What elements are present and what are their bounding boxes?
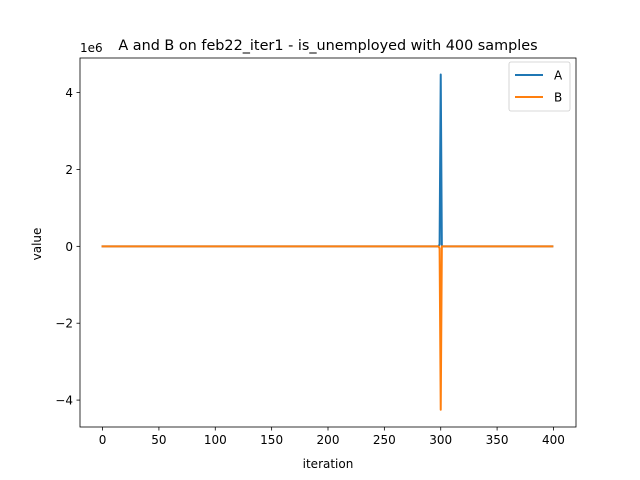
legend: A B [508,61,571,112]
x-axis: 0 50 100 150 200 250 300 350 400 [99,427,565,447]
y-tick-label: −4 [55,394,73,408]
series-line-b [101,245,554,411]
y-offset-label: 1e6 [80,41,103,55]
y-tick-label: 0 [65,240,73,254]
y-axis-label: value [30,228,44,261]
x-tick-label: 250 [373,433,396,447]
legend-label-a: A [554,69,563,83]
x-tick-label: 0 [99,433,107,447]
y-tick-label: 4 [65,86,73,100]
x-tick-label: 200 [317,433,340,447]
y-axis: −4 −2 0 2 4 [55,86,80,408]
x-tick-label: 400 [542,433,565,447]
x-tick-label: 50 [151,433,166,447]
x-tick-label: 300 [429,433,452,447]
legend-label-b: B [554,91,562,105]
x-tick-label: 100 [204,433,227,447]
plot-series [101,73,554,411]
x-axis-label: iteration [303,457,354,471]
x-tick-label: 150 [260,433,283,447]
y-tick-label: 2 [65,163,73,177]
x-tick-label: 350 [486,433,509,447]
chart-title: A and B on feb22_iter1 - is_unemployed w… [118,38,537,54]
y-tick-label: −2 [55,317,73,331]
